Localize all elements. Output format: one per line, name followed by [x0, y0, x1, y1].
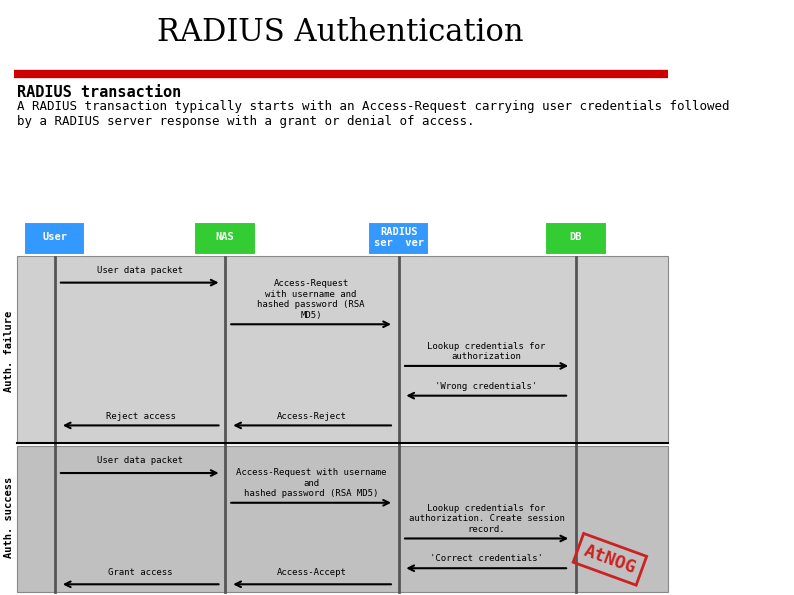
- Text: Access-Reject: Access-Reject: [277, 412, 347, 421]
- Text: RADIUS
ser  ver: RADIUS ser ver: [374, 227, 424, 248]
- Text: NAS: NAS: [215, 233, 234, 242]
- FancyBboxPatch shape: [17, 446, 668, 592]
- Text: RADIUS Authentication: RADIUS Authentication: [157, 17, 524, 48]
- Text: Access-Request
with username and
hashed password (RSA
MD5): Access-Request with username and hashed …: [257, 279, 364, 320]
- Text: Lookup credentials for
authorization: Lookup credentials for authorization: [427, 342, 545, 361]
- Text: RADIUS transaction: RADIUS transaction: [17, 84, 181, 100]
- FancyBboxPatch shape: [545, 222, 607, 255]
- FancyBboxPatch shape: [195, 222, 256, 255]
- Text: Auth. failure: Auth. failure: [4, 311, 13, 392]
- Text: Access-Accept: Access-Accept: [277, 568, 347, 577]
- FancyBboxPatch shape: [24, 222, 85, 255]
- Text: A RADIUS transaction typically starts with an Access-Request carrying user crede: A RADIUS transaction typically starts wi…: [17, 100, 730, 129]
- Text: AtNOG: AtNOG: [581, 541, 638, 577]
- Text: User data packet: User data packet: [97, 266, 183, 275]
- FancyBboxPatch shape: [368, 222, 430, 255]
- Text: Access-Request with username
and
hashed password (RSA MD5): Access-Request with username and hashed …: [236, 468, 387, 498]
- Text: Lookup credentials for
authorization. Create session
record.: Lookup credentials for authorization. Cr…: [409, 504, 565, 534]
- Text: Auth. success: Auth. success: [4, 477, 13, 558]
- Text: Grant access: Grant access: [109, 568, 173, 577]
- Text: User data packet: User data packet: [97, 456, 183, 465]
- Text: 'Correct credentials': 'Correct credentials': [430, 555, 542, 563]
- Text: DB: DB: [569, 233, 582, 242]
- Text: 'Wrong credentials': 'Wrong credentials': [435, 382, 538, 391]
- FancyBboxPatch shape: [17, 256, 668, 443]
- Text: User: User: [42, 233, 67, 242]
- Text: Reject access: Reject access: [106, 412, 175, 421]
